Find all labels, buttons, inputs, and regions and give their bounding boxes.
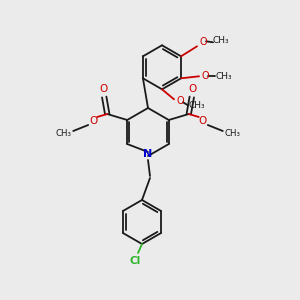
Text: CH₃: CH₃ bbox=[216, 72, 232, 81]
Text: CH₃: CH₃ bbox=[213, 36, 230, 45]
Text: CH₃: CH₃ bbox=[225, 130, 241, 139]
Text: O: O bbox=[199, 116, 207, 126]
Text: O: O bbox=[176, 96, 184, 106]
Text: O: O bbox=[89, 116, 97, 126]
Text: CH₃: CH₃ bbox=[189, 101, 205, 110]
Text: N: N bbox=[143, 149, 153, 159]
Text: O: O bbox=[201, 71, 209, 81]
Text: O: O bbox=[189, 84, 197, 94]
Text: O: O bbox=[99, 84, 107, 94]
Text: CH₃: CH₃ bbox=[55, 130, 71, 139]
Text: O: O bbox=[199, 37, 207, 47]
Text: Cl: Cl bbox=[129, 256, 141, 266]
